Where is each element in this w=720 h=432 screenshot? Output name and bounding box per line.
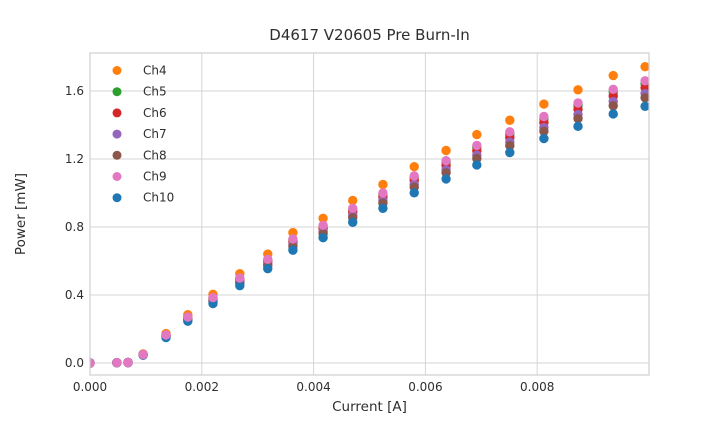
legend-item-label: Ch7	[143, 127, 167, 141]
data-point-ch10	[318, 233, 328, 243]
data-point-ch10	[505, 147, 515, 158]
data-point-ch4	[441, 145, 451, 156]
data-point-ch8	[640, 93, 649, 103]
data-point-ch10	[640, 101, 649, 111]
data-point-ch4	[348, 195, 358, 206]
data-point-ch4	[573, 85, 583, 95]
plot-border	[89, 52, 650, 376]
data-point-ch9	[123, 357, 133, 368]
data-point-ch10	[608, 109, 618, 119]
data-point-ch10	[441, 174, 451, 184]
data-point-ch9	[208, 292, 218, 303]
chart-title: D4617 V20605 Pre Burn-In	[269, 26, 469, 44]
data-point-ch4	[608, 70, 618, 81]
legend-marker	[112, 87, 122, 97]
data-point-ch9	[348, 203, 358, 213]
x-tick-label: 0.000	[73, 380, 107, 394]
x-tick-labels: 0.000 0.002 0.004 0.006 0.008	[73, 380, 555, 394]
y-tick-label: 1.6	[65, 84, 84, 98]
x-tick-label: 0.006	[408, 380, 442, 394]
legend-item-label: Ch8	[143, 148, 167, 162]
data-point-ch9	[90, 358, 95, 368]
data-point-ch9	[288, 234, 298, 244]
data-point-ch9	[183, 312, 193, 322]
legend-item-label: Ch4	[143, 64, 167, 78]
y-tick-label: 0.0	[65, 356, 84, 370]
legend-item-label: Ch10	[143, 191, 174, 205]
y-axis-label: Power [mW]	[13, 173, 29, 255]
data-point-ch10	[573, 121, 583, 132]
data-point-ch10	[472, 160, 482, 170]
data-point-ch4	[505, 115, 515, 125]
data-point-ch9	[640, 76, 649, 86]
legend-item-ch6: Ch6	[112, 106, 167, 120]
data-point-ch8	[472, 153, 482, 164]
legend-marker	[112, 150, 122, 160]
data-point-ch9	[505, 127, 515, 137]
legend-item-ch7: Ch7	[112, 127, 167, 141]
data-point-ch10	[288, 245, 298, 255]
legend-item-ch4: Ch4	[112, 64, 167, 78]
y-tick-label: 0.4	[65, 288, 84, 302]
data-point-ch4	[318, 213, 328, 224]
data-point-ch9	[161, 330, 171, 340]
legend-marker	[112, 129, 122, 139]
data-point-ch4	[378, 179, 388, 190]
legend-marker	[112, 66, 122, 75]
data-point-ch10	[539, 133, 549, 144]
data-point-ch9	[573, 98, 583, 108]
legend-marker	[112, 108, 122, 118]
data-point-ch4	[640, 61, 649, 72]
legend-item-label: Ch9	[143, 170, 167, 184]
data-point-ch9	[472, 140, 482, 151]
legend-item-label: Ch5	[143, 85, 167, 99]
data-point-ch10	[263, 263, 273, 274]
y-tick-labels: 0.0 0.4 0.8 1.2 1.6	[65, 84, 84, 370]
legend-marker	[112, 193, 122, 203]
data-points	[90, 61, 649, 368]
legend-item-ch10: Ch10	[112, 191, 174, 205]
legend-marker	[112, 172, 122, 181]
data-point-ch8	[608, 101, 618, 111]
data-point-ch9	[235, 273, 245, 283]
x-tick-label: 0.004	[296, 380, 330, 394]
data-point-ch4	[539, 99, 549, 109]
data-point-ch9	[378, 188, 388, 198]
data-point-ch9	[441, 156, 451, 166]
y-tick-label: 1.2	[65, 152, 84, 166]
legend-item-label: Ch6	[143, 106, 167, 120]
data-point-ch9	[539, 111, 549, 122]
data-point-ch8	[505, 141, 515, 151]
data-point-ch10	[235, 280, 245, 291]
legend-item-ch5: Ch5	[112, 85, 167, 99]
legend: Ch4 Ch5 Ch6 Ch7 Ch8 Ch9	[112, 64, 174, 205]
y-tick-label: 0.8	[65, 220, 84, 234]
gridlines	[90, 53, 649, 375]
data-point-ch9	[263, 254, 273, 264]
x-tick-label: 0.002	[185, 380, 219, 394]
data-point-ch4	[472, 129, 482, 140]
legend-item-ch8: Ch8	[112, 148, 167, 162]
data-point-ch9	[409, 171, 419, 181]
x-axis-label: Current [A]	[332, 399, 407, 415]
plot-background	[90, 53, 649, 375]
data-point-ch8	[539, 126, 549, 136]
data-point-ch9	[112, 357, 122, 368]
data-point-ch10	[348, 217, 358, 227]
data-point-ch9	[608, 84, 618, 95]
data-point-ch9	[318, 220, 328, 230]
data-point-ch10	[378, 203, 388, 213]
x-tick-label: 0.008	[520, 380, 554, 394]
data-point-ch8	[573, 113, 583, 124]
legend-item-ch9: Ch9	[112, 170, 167, 184]
data-point-ch10	[409, 188, 419, 198]
data-point-ch9	[138, 349, 148, 360]
data-point-ch4	[409, 161, 419, 172]
